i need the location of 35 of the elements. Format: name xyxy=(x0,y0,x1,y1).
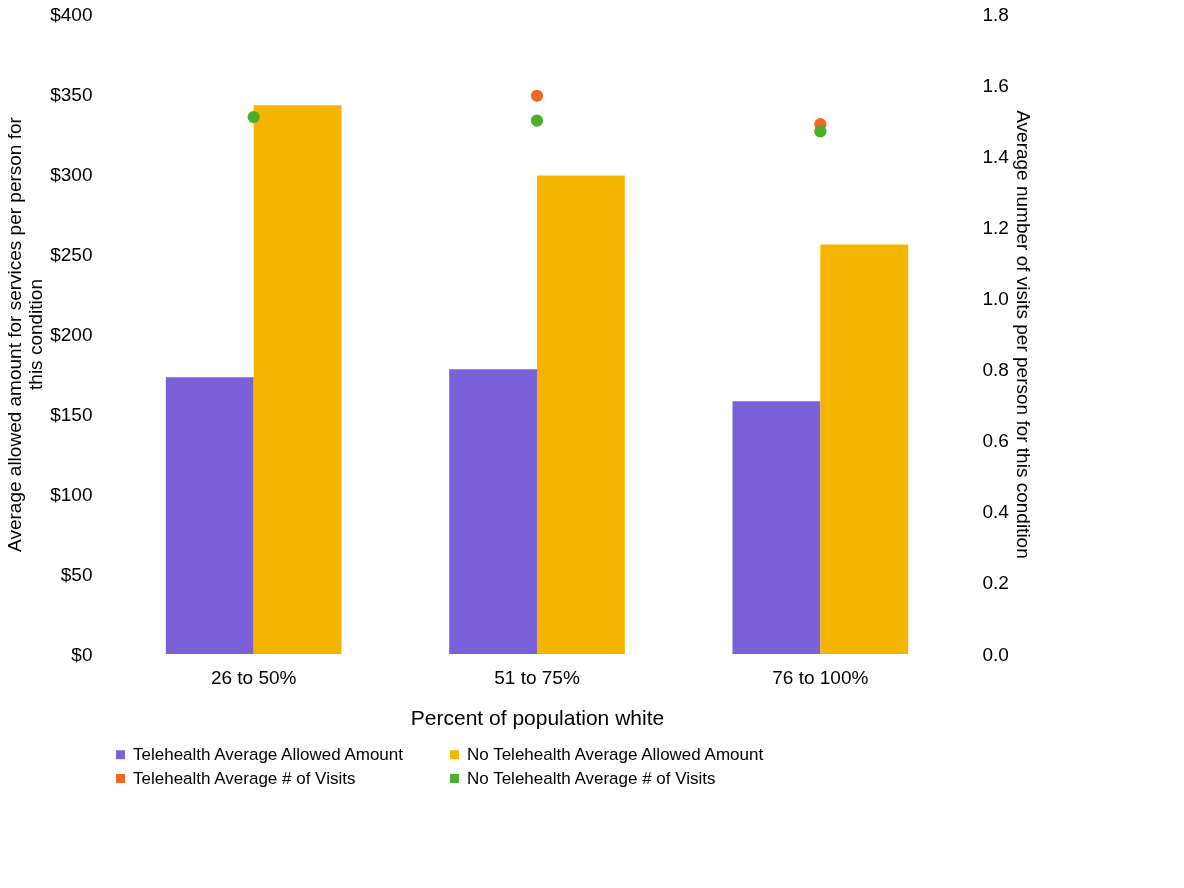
legend-label: Telehealth Average Allowed Amount xyxy=(133,744,404,764)
legend-label: No Telehealth Average # of Visits xyxy=(467,768,716,788)
y-axis-title: Average allowed amount for services per person for this condition xyxy=(4,116,47,552)
y-tick-label: $250 xyxy=(50,243,93,265)
y2-tick-label: 1.0 xyxy=(982,287,1009,309)
bar xyxy=(253,105,342,654)
y-tick-label: $0 xyxy=(71,643,93,665)
y2-tick-label: 1.2 xyxy=(982,216,1009,238)
x-tick-label: 76 to 100% xyxy=(772,666,869,688)
y2-tick-label: 0.6 xyxy=(982,430,1009,452)
x-tick-label: 51 to 75% xyxy=(494,666,580,688)
bar xyxy=(537,175,625,654)
y2-tick-label: 1.4 xyxy=(982,145,1010,167)
y-tick-label: $50 xyxy=(60,563,93,585)
legend-label: No Telehealth Average Allowed Amount xyxy=(467,744,764,764)
y2-tick-label: 0.2 xyxy=(982,572,1009,594)
y-tick-label: $300 xyxy=(50,163,93,185)
bar xyxy=(165,377,254,654)
legend-label: Telehealth Average # of Visits xyxy=(133,768,356,788)
y2-axis-title: Average number of visits per person for this condition xyxy=(1012,110,1034,559)
x-tick-label: 26 to 50% xyxy=(210,666,297,688)
y2-tick-label: 1.8 xyxy=(982,3,1009,25)
x-axis-title: Percent of population white xyxy=(410,705,665,729)
y-tick-label: $350 xyxy=(50,83,93,105)
y-tick-label: $200 xyxy=(50,323,93,345)
bar xyxy=(732,401,821,654)
y-tick-label: $150 xyxy=(50,403,93,425)
y2-tick-label: 0.8 xyxy=(982,359,1009,381)
y2-tick-label: 0.0 xyxy=(982,643,1009,665)
bar xyxy=(449,369,537,654)
bar xyxy=(820,244,909,654)
y-tick-label: $400 xyxy=(50,3,93,25)
y-tick-label: $100 xyxy=(50,483,93,505)
y2-tick-label: 1.6 xyxy=(982,74,1009,96)
y2-tick-label: 0.4 xyxy=(982,501,1010,523)
